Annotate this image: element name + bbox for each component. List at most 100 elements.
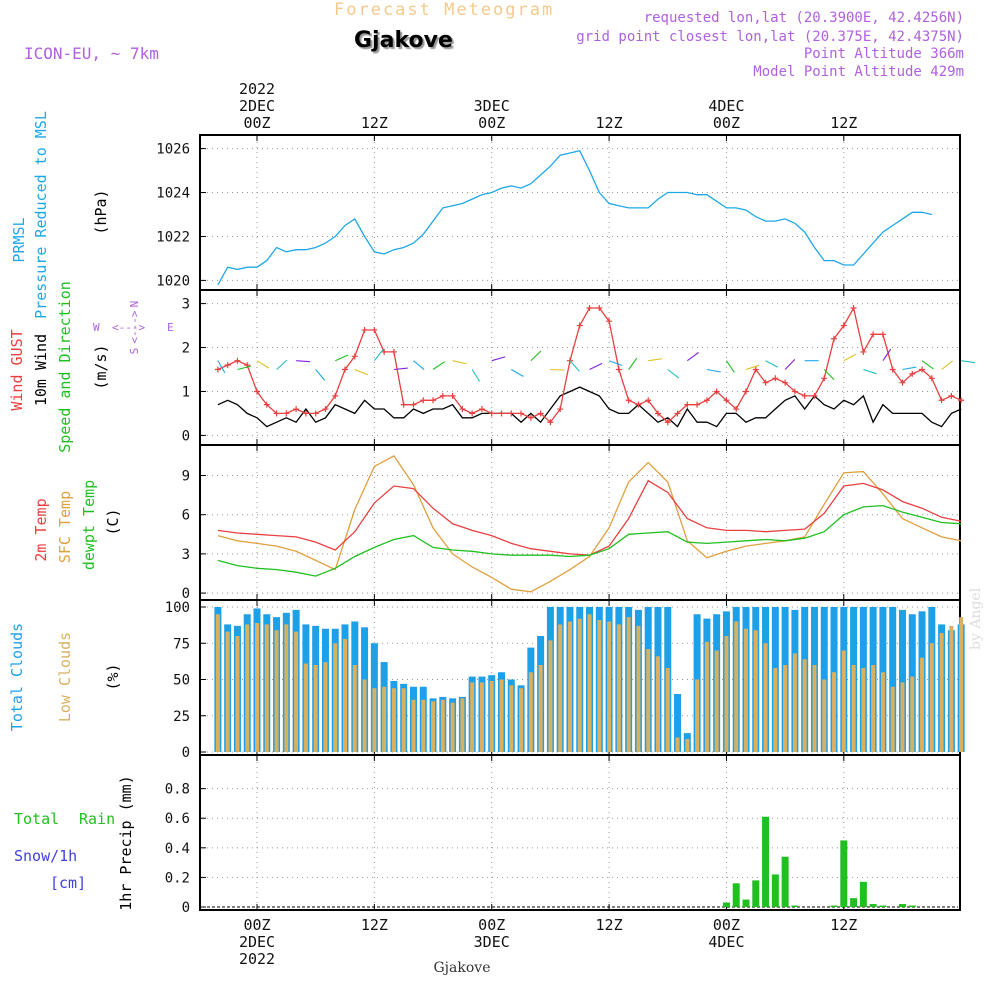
low-clouds-bar [411, 699, 416, 752]
gust-marker [312, 410, 319, 417]
top-time-label: 00Z [478, 114, 505, 132]
bottom-time-label: 3DEC [474, 933, 510, 951]
low-clouds-bar [577, 618, 582, 752]
wind-arrow [335, 354, 349, 362]
low-clouds-bar [323, 662, 328, 752]
gust-marker [351, 353, 358, 360]
y-tick-label: 9 [182, 469, 190, 485]
top-time-label: 4DEC [708, 97, 744, 115]
gust-marker [928, 375, 935, 382]
low-clouds-bar [871, 665, 876, 752]
wind-arrow [863, 368, 877, 375]
wind-arrow [354, 368, 368, 376]
y-tick-label: 1026 [156, 142, 190, 158]
gust-marker [371, 326, 378, 333]
gust-marker [762, 379, 769, 386]
gust-marker [332, 392, 339, 399]
gust-marker [322, 406, 329, 413]
compass-south: S [128, 348, 141, 355]
y-tick-label: 0 [182, 586, 190, 602]
gust-marker [478, 406, 485, 413]
footer-location: Gjakove [434, 960, 491, 976]
wind-arrow [648, 358, 663, 362]
total-clouds-bar [674, 694, 682, 752]
low-clouds-bar [489, 680, 494, 752]
low-clouds-bar [362, 679, 367, 752]
gust-marker [938, 397, 945, 404]
low-clouds-bar [401, 688, 406, 752]
wind-speed-line [217, 386, 962, 428]
gust-marker [743, 388, 749, 395]
wind-arrow [393, 367, 408, 371]
temp-panel [199, 444, 961, 601]
gust-marker [596, 304, 603, 311]
gust-marker [703, 397, 710, 404]
low-clouds-bar [959, 617, 964, 752]
compass-arrows-horizontal: <---> [112, 321, 145, 334]
y-tick-label: 3 [182, 297, 190, 313]
bottom-time-label: 00Z [243, 916, 270, 934]
gust-marker [302, 410, 309, 417]
gust-marker [625, 397, 632, 404]
low-clouds-bar [753, 630, 758, 752]
bottom-time-label: 4DEC [708, 933, 744, 951]
wind-arrow [589, 362, 603, 370]
low-clouds-bar [832, 672, 837, 752]
wind-arrow [217, 360, 226, 374]
pressure-panel [199, 134, 961, 291]
gust-marker [713, 388, 720, 395]
low-clouds-bar [675, 737, 680, 752]
rain-bar [771, 874, 779, 907]
y-tick-label: 3 [182, 547, 190, 563]
compass-north: N [128, 301, 141, 308]
low-clouds-bar [910, 676, 915, 752]
low-clouds-bar [303, 663, 308, 752]
rain-bar [830, 905, 838, 907]
y-tick-label: 25 [173, 709, 190, 725]
wind-panel [199, 289, 961, 446]
y-tick-label: 100 [165, 600, 190, 616]
low-clouds-bar [714, 650, 719, 752]
temp-unit: (C) [104, 508, 122, 535]
y-tick-label: 6 [182, 508, 190, 524]
low-clouds-bar [920, 657, 925, 752]
wind-gust-line [217, 306, 962, 424]
gust-marker [635, 401, 642, 408]
gust-marker [899, 379, 906, 386]
gust-marker [615, 366, 622, 373]
wind-arrow [882, 348, 892, 362]
low-clouds-bar [861, 667, 866, 752]
gust-marker [840, 322, 847, 329]
wind-arrow [823, 369, 835, 380]
pressure-line [217, 150, 932, 286]
y-tick-label: 0.4 [165, 841, 190, 857]
low-clouds-bar [636, 625, 641, 752]
rain-bar [752, 880, 760, 907]
gust-marker [537, 410, 544, 417]
low-clouds-bar [274, 630, 279, 752]
wind-unit: (m/s) [92, 344, 110, 389]
wind-arrow [725, 360, 735, 373]
wind-arrow [921, 360, 934, 370]
low-clouds-bar [773, 667, 778, 752]
low-clouds-bar [558, 624, 563, 752]
low-clouds-bar [734, 621, 739, 752]
gust-marker [361, 326, 368, 333]
compass-arrows-vertical: <---> [128, 310, 141, 343]
gust-marker [430, 397, 437, 404]
y-tick-label: 1022 [156, 229, 190, 245]
low-clouds-bar [372, 688, 377, 752]
y-tick-label: 1 [182, 384, 190, 400]
gust-marker [283, 410, 290, 417]
low-clouds-bar [763, 643, 768, 752]
low-clouds-bar [851, 665, 856, 752]
low-clouds-bar [460, 698, 465, 752]
gust-marker [498, 410, 505, 417]
rain-bar [898, 904, 906, 907]
low-clouds-bar [939, 633, 944, 752]
compass-west: W [93, 321, 100, 334]
y-tick-label: 0.6 [165, 811, 190, 827]
meteogram-title: Forecast Meteogram [334, 0, 555, 20]
top-time-label: 12Z [361, 114, 388, 132]
